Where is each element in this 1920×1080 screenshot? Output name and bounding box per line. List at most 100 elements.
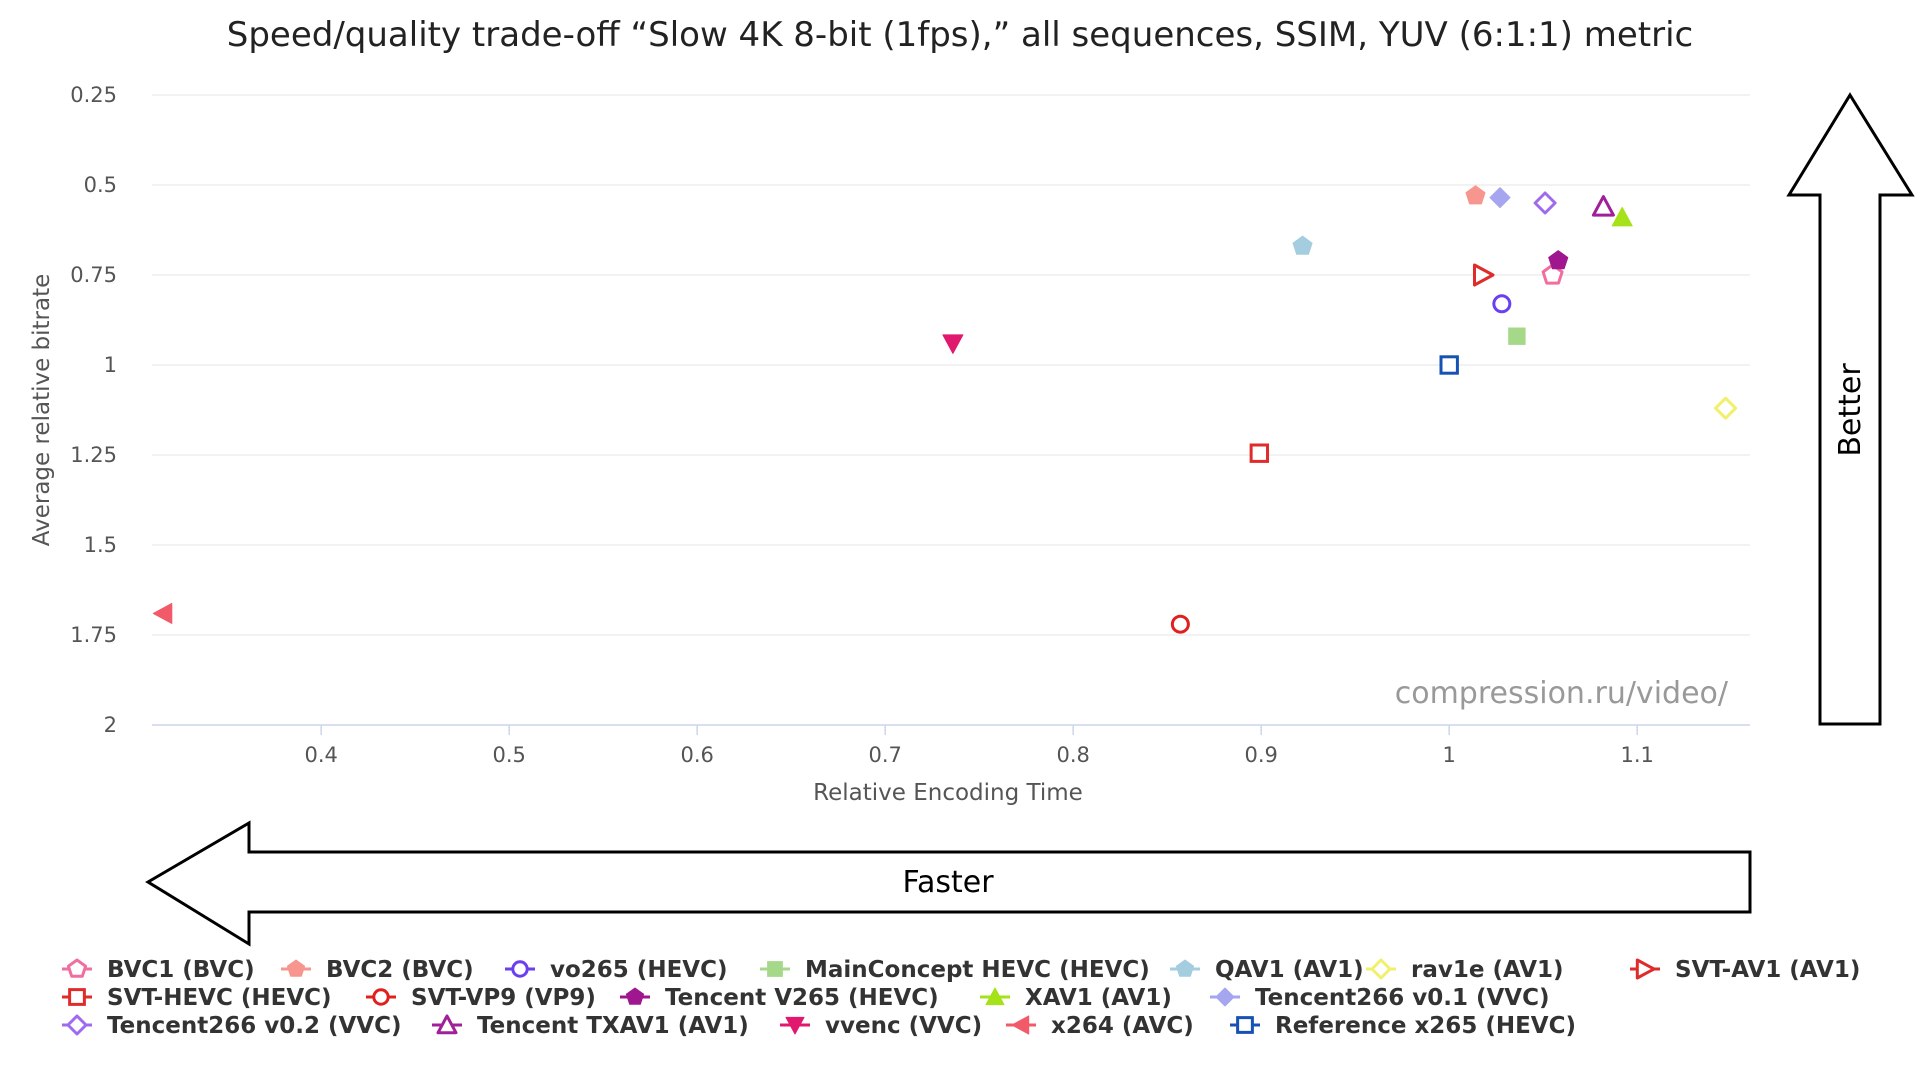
data-point — [1714, 396, 1738, 420]
legend-symbol — [625, 987, 645, 1005]
legend-symbol — [785, 1016, 805, 1035]
faster-arrow: Faster — [145, 820, 1752, 947]
x-tick-label: 0.7 — [868, 743, 901, 767]
data-point — [1473, 263, 1495, 287]
legend-item[interactable]: MainConcept HEVC (HEVC) — [760, 957, 1150, 983]
better-arrow-label: Better — [1833, 363, 1868, 457]
legend-label: SVT-AV1 (AV1) — [1675, 957, 1860, 983]
y-tick-label: 0.75 — [70, 263, 117, 287]
legend-item[interactable]: QAV1 (AV1) — [1170, 957, 1364, 983]
data-point — [1533, 191, 1557, 215]
x-tick-label: 1.1 — [1620, 743, 1653, 767]
legend-label: SVT-VP9 (VP9) — [411, 985, 596, 1011]
better-arrow: Better — [1786, 92, 1915, 726]
data-point — [1439, 355, 1459, 375]
legend-symbol — [68, 988, 86, 1006]
legend-label: Tencent266 v0.2 (VVC) — [107, 1013, 401, 1039]
legend-symbol — [372, 988, 390, 1006]
legend-label: BVC2 (BVC) — [326, 957, 474, 983]
legend-label: QAV1 (AV1) — [1215, 957, 1364, 983]
y-tick-label: 1 — [104, 353, 117, 377]
data-point — [1508, 327, 1526, 345]
x-tick-label: 0.9 — [1244, 743, 1277, 767]
y-tick-label: 0.25 — [70, 83, 117, 107]
legend-symbol — [511, 960, 529, 978]
x-axis-label: Relative Encoding Time — [813, 780, 1083, 806]
y-tick-label: 0.5 — [84, 173, 117, 197]
legend-label: Tencent V265 (HEVC) — [665, 985, 939, 1011]
watermark: compression.ru/video/ — [1395, 676, 1729, 711]
legend-symbol — [66, 1014, 88, 1036]
legend-symbol — [985, 987, 1005, 1006]
legend-symbol — [767, 961, 783, 977]
data-point — [152, 602, 173, 624]
y-tick-labels: 0.25 0.5 0.75 1 1.25 1.5 1.75 2 — [70, 83, 117, 737]
legend-symbol — [1215, 987, 1235, 1007]
legend-label: x264 (AVC) — [1051, 1013, 1194, 1039]
legend: BVC1 (BVC) BVC2 (BVC) vo265 (HEVC) MainConc… — [62, 957, 1860, 1039]
legend-label: MainConcept HEVC (HEVC) — [805, 957, 1150, 983]
legend-item[interactable]: SVT-VP9 (VP9) — [366, 985, 596, 1011]
legend-label: vo265 (HEVC) — [550, 957, 727, 983]
legend-symbol — [1011, 1015, 1030, 1035]
legend-item[interactable]: Tencent266 v0.2 (VVC) — [62, 1013, 401, 1039]
legend-symbol — [1175, 959, 1195, 977]
x-tick-label: 0.8 — [1056, 743, 1089, 767]
data-point — [1591, 195, 1615, 217]
faster-arrow-label: Faster — [902, 865, 994, 900]
legend-item[interactable]: Reference x265 (HEVC) — [1230, 1013, 1576, 1039]
legend-symbol — [436, 1014, 458, 1035]
legend-item[interactable]: Tencent V265 (HEVC) — [620, 985, 939, 1011]
data-point — [1541, 263, 1564, 285]
legend-label: BVC1 (BVC) — [107, 957, 255, 983]
legend-item[interactable]: BVC2 (BVC) — [281, 957, 474, 983]
legend-symbol — [1236, 1016, 1254, 1034]
data-point — [1170, 614, 1190, 634]
legend-label: rav1e (AV1) — [1411, 957, 1564, 983]
x-tick-label: 0.6 — [680, 743, 713, 767]
legend-item[interactable]: BVC1 (BVC) — [62, 957, 255, 983]
legend-label: Tencent TXAV1 (AV1) — [477, 1013, 749, 1039]
y-axis-label: Average relative bitrate — [29, 274, 55, 547]
x-tick-labels: 0.4 0.5 0.6 0.7 0.8 0.9 1 1.1 — [304, 725, 1654, 767]
legend-item[interactable]: XAV1 (AV1) — [980, 985, 1172, 1011]
data-point — [1492, 294, 1512, 314]
legend-label: Reference x265 (HEVC) — [1275, 1013, 1576, 1039]
legend-item[interactable]: SVT-HEVC (HEVC) — [62, 985, 332, 1011]
y-tick-label: 1.5 — [84, 533, 117, 557]
legend-label: vvenc (VVC) — [825, 1013, 982, 1039]
data-point — [1548, 250, 1569, 270]
legend-symbol — [1635, 958, 1656, 980]
legend-item[interactable]: Tencent266 v0.1 (VVC) — [1210, 985, 1549, 1011]
x-tick-label: 0.5 — [492, 743, 525, 767]
y-tick-label: 2 — [104, 713, 117, 737]
grid — [152, 94, 1750, 636]
legend-item[interactable]: x264 (AVC) — [1006, 1013, 1194, 1039]
data-point — [1611, 206, 1633, 227]
legend-item[interactable]: SVT-AV1 (AV1) — [1630, 957, 1860, 983]
legend-item[interactable]: vo265 (HEVC) — [505, 957, 727, 983]
chart-title: Speed/quality trade-off “Slow 4K 8-bit (… — [227, 15, 1693, 55]
x-tick-label: 1 — [1443, 743, 1456, 767]
legend-item[interactable]: rav1e (AV1) — [1366, 957, 1564, 983]
x-tick-label: 0.4 — [304, 743, 337, 767]
data-point — [1489, 187, 1511, 209]
legend-symbol — [1370, 958, 1392, 980]
legend-label: XAV1 (AV1) — [1025, 985, 1172, 1011]
data-point — [1249, 443, 1270, 463]
legend-symbol — [286, 959, 306, 977]
legend-label: Tencent266 v0.1 (VVC) — [1255, 985, 1549, 1011]
legend-label: SVT-HEVC (HEVC) — [107, 985, 332, 1011]
y-tick-label: 1.25 — [70, 443, 117, 467]
better-arrow-shape — [1786, 92, 1915, 726]
data-point — [1292, 235, 1313, 255]
data-points — [152, 185, 1738, 634]
legend-item[interactable]: Tencent TXAV1 (AV1) — [432, 1013, 749, 1039]
y-tick-label: 1.75 — [70, 623, 117, 647]
legend-item[interactable]: vvenc (VVC) — [780, 1013, 982, 1039]
data-point — [1465, 185, 1486, 205]
faster-arrow-shape — [145, 820, 1752, 947]
legend-symbol — [66, 958, 88, 978]
data-point — [942, 334, 964, 354]
